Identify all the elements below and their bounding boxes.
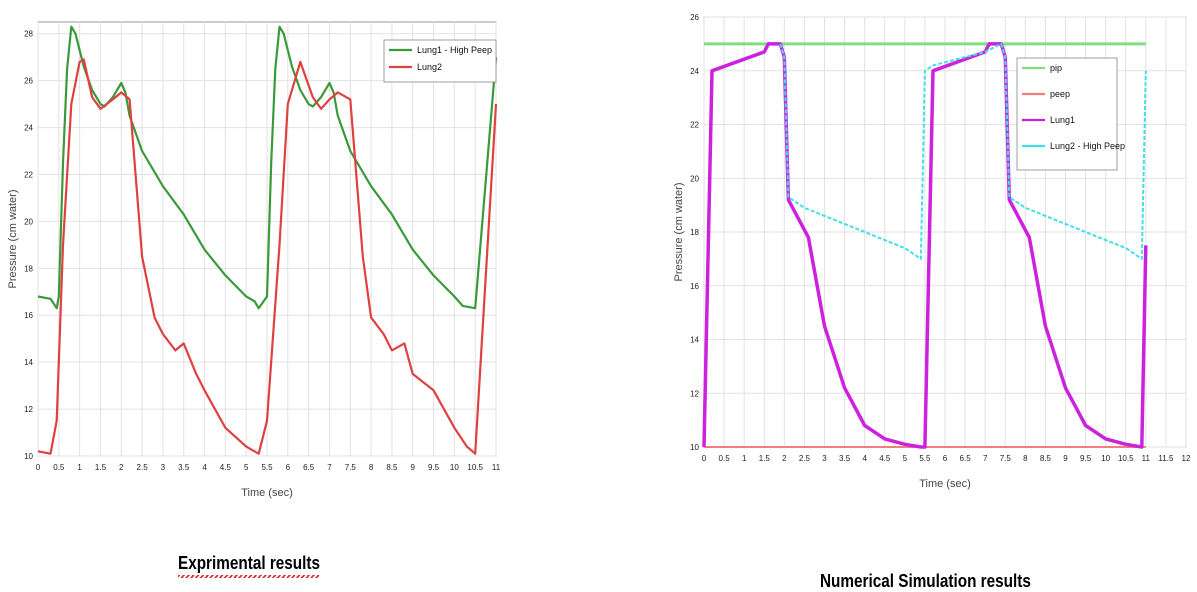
x-tick-label: 2 bbox=[782, 454, 787, 463]
x-tick-label: 6 bbox=[286, 463, 291, 472]
x-tick-label: 10.5 bbox=[1118, 454, 1134, 463]
x-tick-label: 0 bbox=[702, 454, 707, 463]
y-tick-label: 22 bbox=[24, 170, 33, 179]
x-tick-label: 8.5 bbox=[1040, 454, 1052, 463]
legend-label: peep bbox=[1050, 89, 1070, 99]
legend-label: Lung1 - High Peep bbox=[417, 45, 492, 55]
x-tick-label: 1.5 bbox=[95, 463, 107, 472]
x-tick-label: 2.5 bbox=[137, 463, 149, 472]
y-tick-label: 26 bbox=[690, 13, 699, 22]
x-tick-label: 3 bbox=[161, 463, 166, 472]
legend-box bbox=[383, 39, 497, 83]
experimental-caption: Exprimental results bbox=[178, 553, 321, 578]
y-tick-label: 16 bbox=[690, 282, 699, 291]
x-tick-label: 0.5 bbox=[719, 454, 731, 463]
x-tick-label: 2 bbox=[119, 463, 124, 472]
y-tick-label: 20 bbox=[690, 174, 699, 183]
y-tick-label: 12 bbox=[24, 405, 33, 414]
y-tick-label: 10 bbox=[690, 443, 699, 452]
x-tick-label: 8 bbox=[369, 463, 374, 472]
y-tick-label: 18 bbox=[24, 264, 33, 273]
x-tick-label: 2.5 bbox=[799, 454, 811, 463]
y-tick-label: 10 bbox=[24, 452, 33, 461]
x-tick-label: 1 bbox=[742, 454, 747, 463]
legend-label: pip bbox=[1050, 63, 1062, 73]
y-tick-label: 20 bbox=[24, 217, 33, 226]
series-line-lung2 bbox=[37, 58, 498, 455]
x-tick-label: 3 bbox=[822, 454, 827, 463]
x-tick-label: 9.5 bbox=[428, 463, 440, 472]
x-tick-label: 3.5 bbox=[839, 454, 851, 463]
x-tick-label: 9 bbox=[411, 463, 416, 472]
x-tick-label: 8 bbox=[1023, 454, 1028, 463]
series-line-lung2-high-peep bbox=[779, 42, 1147, 260]
y-tick-label: 22 bbox=[690, 121, 699, 130]
simulation-chart: 0 0.5 1 1.5 2 2.5 3 3.5 4 4.5 5 5.5 6 6.5 7 7.5 8 8.5 9 9.5… bbox=[673, 13, 1191, 490]
x-tick-label: 11 bbox=[1142, 454, 1151, 463]
x-tick-label: 0 bbox=[36, 463, 41, 472]
x-tick-label: 4 bbox=[862, 454, 867, 463]
x-tick-label: 10 bbox=[450, 463, 459, 472]
y-axis-label: Pressure (cm water) bbox=[7, 189, 19, 288]
x-tick-label: 4.5 bbox=[220, 463, 232, 472]
x-tick-label: 9.5 bbox=[1080, 454, 1092, 463]
x-tick-label: 5 bbox=[244, 463, 249, 472]
y-tick-label: 14 bbox=[24, 358, 33, 367]
y-tick-label: 18 bbox=[690, 228, 699, 237]
y-axis-label: Pressure (cm water) bbox=[673, 182, 685, 281]
x-tick-label: 4.5 bbox=[879, 454, 891, 463]
x-tick-label: 7.5 bbox=[1000, 454, 1012, 463]
x-tick-label: 6 bbox=[943, 454, 948, 463]
y-tick-label: 16 bbox=[24, 311, 33, 320]
x-tick-label: 7 bbox=[983, 454, 988, 463]
x-tick-label: 4 bbox=[202, 463, 207, 472]
y-tick-label: 26 bbox=[24, 77, 33, 86]
x-tick-label: 7.5 bbox=[345, 463, 357, 472]
x-tick-label: 6.5 bbox=[303, 463, 315, 472]
x-tick-label: 6.5 bbox=[960, 454, 972, 463]
y-tick-label: 14 bbox=[690, 336, 699, 345]
x-tick-label: 0.5 bbox=[53, 463, 65, 472]
x-tick-label: 11.5 bbox=[1158, 454, 1174, 463]
x-tick-label: 11 bbox=[492, 463, 501, 472]
y-tick-label: 28 bbox=[24, 30, 33, 39]
x-tick-label: 5.5 bbox=[261, 463, 273, 472]
legend-label: Lung2 bbox=[417, 62, 442, 72]
x-axis-label: Time (sec) bbox=[241, 487, 293, 499]
x-tick-label: 12 bbox=[1182, 454, 1191, 463]
x-tick-label: 1 bbox=[77, 463, 82, 472]
experimental-chart-panel: 0 0.5 1 1.5 2 2.5 3 3.5 4 4.5 5 5.5 6 6.5 7 7.5 8 8.5 9 9.5… bbox=[0, 0, 520, 581]
x-tick-label: 5 bbox=[903, 454, 908, 463]
x-tick-label: 10.5 bbox=[467, 463, 483, 472]
x-tick-label: 10 bbox=[1101, 454, 1110, 463]
y-tick-label: 24 bbox=[690, 67, 699, 76]
y-tick-label: 12 bbox=[690, 389, 699, 398]
x-tick-label: 1.5 bbox=[759, 454, 771, 463]
x-tick-label: 5.5 bbox=[919, 454, 931, 463]
x-tick-label: 7 bbox=[327, 463, 332, 472]
x-tick-label: 3.5 bbox=[178, 463, 190, 472]
simulation-chart-panel: 0 0.5 1 1.5 2 2.5 3 3.5 4 4.5 5 5.5 6 6.5 7 7.5 8 8.5 9 9.5… bbox=[640, 0, 1197, 591]
legend-box bbox=[1016, 57, 1118, 171]
legend-label: Lung1 bbox=[1050, 115, 1075, 125]
simulation-caption: Numerical Simulation results bbox=[820, 571, 1031, 591]
x-tick-label: 9 bbox=[1063, 454, 1068, 463]
x-axis-label: Time (sec) bbox=[919, 478, 971, 490]
x-tick-label: 8.5 bbox=[386, 463, 398, 472]
experimental-chart: 0 0.5 1 1.5 2 2.5 3 3.5 4 4.5 5 5.5 6 6.5 7 7.5 8 8.5 9 9.5… bbox=[7, 21, 501, 499]
y-tick-label: 24 bbox=[24, 124, 33, 133]
legend-label: Lung2 - High Peep bbox=[1050, 141, 1125, 151]
